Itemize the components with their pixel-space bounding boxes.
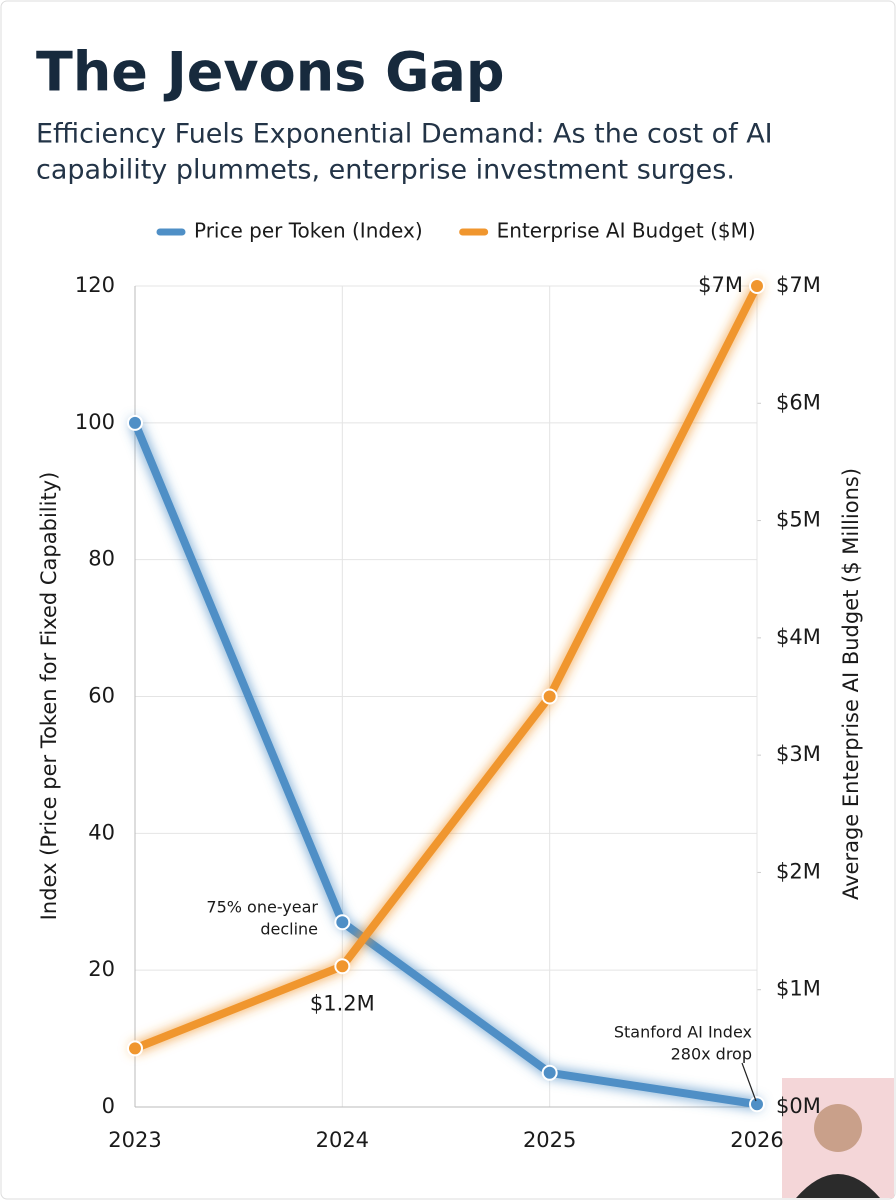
x-tick-label: 2025	[523, 1128, 576, 1152]
legend-label: Enterprise AI Budget ($M)	[497, 219, 756, 243]
subtitle: capability plummets, enterprise investme…	[36, 155, 735, 186]
annotation-leader	[741, 1062, 757, 1102]
y2-tick-label: $2M	[776, 859, 821, 883]
avatar-body	[796, 1174, 880, 1198]
y2-tick-label: $4M	[776, 625, 821, 649]
series-line	[131, 418, 761, 1109]
point	[749, 278, 765, 294]
value-label: $7M	[698, 273, 743, 297]
subtitle: Efficiency Fuels Exponential Demand: As …	[36, 119, 773, 150]
point	[541, 688, 558, 705]
point	[541, 1064, 558, 1081]
x-tick-label: 2024	[316, 1128, 369, 1152]
point	[334, 958, 351, 975]
annotation: 75% one-year	[206, 898, 318, 917]
y-tick-label: 20	[88, 957, 115, 981]
annotation: 280x drop	[671, 1045, 752, 1064]
y-tick-label: 40	[88, 820, 115, 844]
point	[127, 1040, 143, 1057]
y-tick-label: 80	[88, 547, 115, 571]
point	[334, 914, 351, 931]
y2-axis-label: Average Enterprise AI Budget ($ Millions…	[839, 468, 863, 900]
series-line	[131, 282, 761, 1053]
y-axis-label: Index (Price per Token for Fixed Capabil…	[37, 472, 61, 921]
y-tick-label: 60	[88, 684, 115, 708]
y2-tick-label: $7M	[776, 273, 821, 297]
y2-tick-label: $0M	[776, 1094, 821, 1118]
value-label: $1.2M	[310, 991, 375, 1015]
y2-tick-label: $5M	[776, 508, 821, 532]
y2-tick-label: $3M	[776, 742, 821, 766]
y2-tick-label: $1M	[776, 977, 821, 1001]
annotation: Stanford AI Index	[614, 1023, 752, 1042]
x-tick-label: 2023	[108, 1128, 161, 1152]
avatar-face	[814, 1104, 862, 1152]
y-tick-label: 120	[75, 273, 115, 297]
point	[127, 414, 143, 431]
y2-tick-label: $6M	[776, 390, 821, 414]
legend-label: Price per Token (Index)	[194, 219, 423, 243]
x-tick-label: 2026	[730, 1128, 783, 1152]
chart-title: The Jevons Gap	[36, 41, 505, 104]
annotation: decline	[260, 920, 318, 939]
y-tick-label: 0	[102, 1094, 115, 1118]
y-tick-label: 100	[75, 410, 115, 434]
point	[749, 1096, 765, 1113]
